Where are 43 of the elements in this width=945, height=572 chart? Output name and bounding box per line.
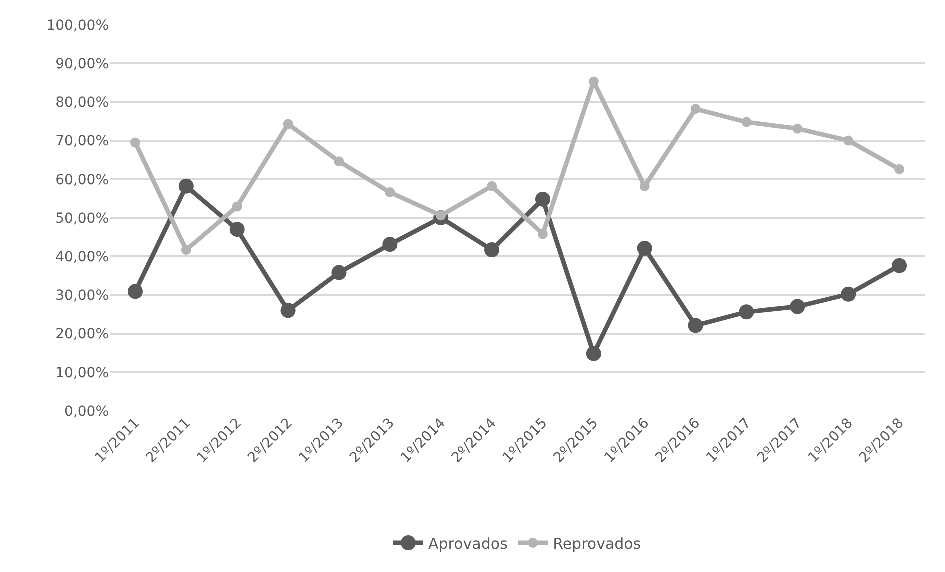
point <box>690 104 701 114</box>
y-tick-label: 10,00% <box>56 365 109 382</box>
point <box>178 178 194 194</box>
point <box>637 240 652 256</box>
y-tick-label: 60,00% <box>56 172 109 188</box>
y-tick-label: 30,00% <box>56 288 109 304</box>
point <box>230 222 245 238</box>
point <box>181 245 192 256</box>
point <box>334 156 344 167</box>
point <box>232 202 242 212</box>
point <box>385 188 396 198</box>
point <box>739 304 754 320</box>
point <box>535 192 550 207</box>
point <box>586 346 602 362</box>
point <box>484 242 500 258</box>
point <box>280 303 296 318</box>
y-tick-label: 80,00% <box>56 95 109 112</box>
y-tick-label: 100,00% <box>46 18 109 34</box>
point <box>588 76 599 87</box>
y-tick-label: 90,00% <box>56 56 109 72</box>
y-tick-label: 40,00% <box>56 250 109 266</box>
point <box>844 136 854 146</box>
point <box>640 181 650 192</box>
point <box>892 258 908 274</box>
point <box>688 318 704 334</box>
point <box>332 265 347 280</box>
point <box>130 138 140 148</box>
point <box>894 164 905 174</box>
point <box>382 237 398 252</box>
point <box>841 286 856 302</box>
point <box>128 284 143 300</box>
point <box>283 119 294 130</box>
legend-label: Aprovados <box>428 534 508 553</box>
point <box>742 117 752 128</box>
y-tick-label: 70,00% <box>56 134 109 150</box>
point <box>487 181 498 192</box>
y-tick-label: 20,00% <box>56 326 109 343</box>
legend-label: Reprovados <box>553 534 642 553</box>
point <box>792 124 803 134</box>
y-tick-label: 0,00% <box>64 404 109 420</box>
y-tick-label: 50,00% <box>56 210 109 227</box>
point <box>790 299 806 314</box>
point <box>538 229 548 240</box>
